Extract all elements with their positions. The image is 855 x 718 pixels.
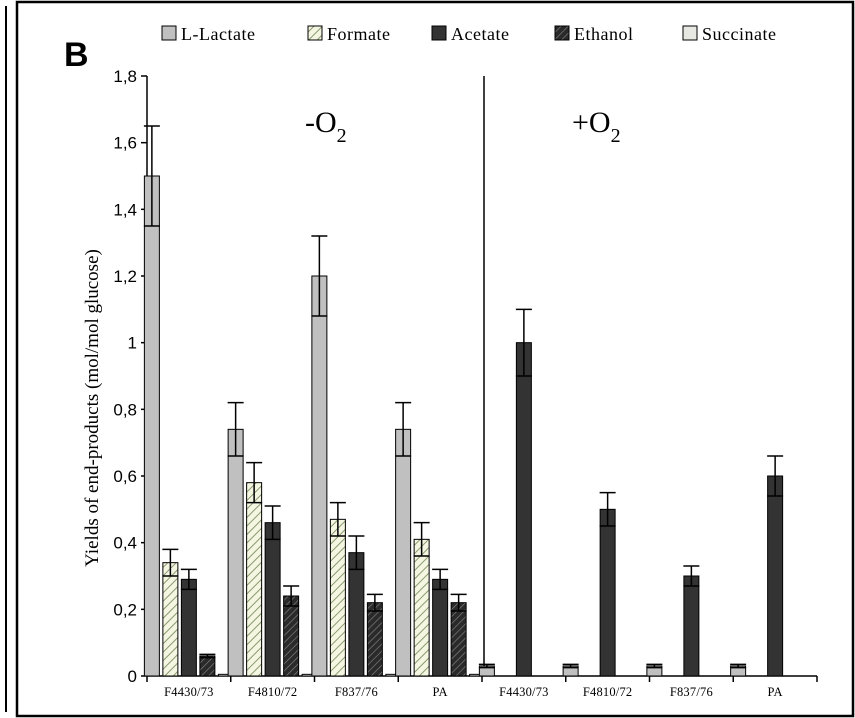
x-axis: F4430/73 F4810/72 F837/76 PA F4430/73 F4810/7… bbox=[146, 675, 818, 699]
legend-item-succinate: Succinate bbox=[682, 24, 776, 44]
x-tick-label: F4810/72 bbox=[248, 685, 298, 699]
legend-label: Succinate bbox=[702, 24, 776, 44]
bar-acetate bbox=[180, 578, 197, 677]
y-axis-label: Yields of end-products (mol/mol glucose) bbox=[82, 249, 103, 567]
legend: L-Lactate Formate Acetate Ethanol Succinate bbox=[161, 24, 776, 44]
x-tick-label: F4430/73 bbox=[164, 685, 214, 699]
y-tick-label: 0,2 bbox=[113, 600, 137, 619]
condition-label-aerobic: +O2 bbox=[572, 106, 621, 147]
legend-swatch bbox=[554, 25, 570, 41]
y-tick-label: 1 bbox=[128, 334, 137, 353]
bar-l-lactate bbox=[311, 275, 328, 677]
bar-formate bbox=[162, 562, 179, 677]
bar-acetate bbox=[599, 508, 616, 677]
bar-ethanol bbox=[199, 655, 216, 677]
bar-l-lactate bbox=[395, 428, 412, 677]
y-tick-label: 0,4 bbox=[113, 534, 137, 553]
bar-ethanol bbox=[450, 602, 467, 677]
x-tick-label: PA bbox=[433, 685, 448, 699]
bar-acetate bbox=[767, 475, 784, 677]
legend-swatch bbox=[161, 25, 177, 41]
y-tick-label: 1,4 bbox=[113, 200, 137, 219]
bar-acetate bbox=[515, 342, 532, 677]
bars bbox=[143, 125, 784, 677]
y-tick-label: 1,8 bbox=[113, 67, 137, 86]
x-tick-label: F837/76 bbox=[335, 685, 378, 699]
legend-label: Formate bbox=[327, 24, 391, 44]
bar-acetate bbox=[683, 575, 700, 677]
bar-l-lactate bbox=[143, 175, 160, 677]
bar-ethanol bbox=[366, 602, 383, 677]
bar-acetate bbox=[432, 578, 449, 677]
x-tick-label: F4430/73 bbox=[499, 685, 549, 699]
x-tick-label: F4810/72 bbox=[583, 685, 633, 699]
bar-formate bbox=[246, 482, 263, 677]
legend-swatch bbox=[431, 25, 447, 41]
bar-ethanol bbox=[283, 595, 300, 677]
legend-swatch bbox=[307, 25, 323, 41]
legend-item-ethanol: Ethanol bbox=[554, 24, 634, 44]
y-tick-label: 0,8 bbox=[113, 400, 137, 419]
legend-item-l-lactate: L-Lactate bbox=[161, 24, 255, 44]
legend-item-formate: Formate bbox=[307, 24, 391, 44]
y-tick-label: 1,2 bbox=[113, 267, 137, 286]
legend-label: Ethanol bbox=[574, 24, 634, 44]
bar-l-lactate bbox=[227, 428, 244, 677]
y-tick-label: 0 bbox=[128, 667, 137, 686]
y-tick-label: 1,6 bbox=[113, 134, 137, 153]
bar-formate bbox=[329, 518, 346, 677]
chart-frame bbox=[15, 0, 855, 718]
y-tick-label: 0,6 bbox=[113, 467, 137, 486]
y-axis: 0 0,2 0,4 0,6 0,8 1 1,2 1,4 1,6 1,8 bbox=[113, 67, 148, 686]
x-tick-label: F837/76 bbox=[670, 685, 713, 699]
legend-label: L-Lactate bbox=[181, 24, 255, 44]
panel-label: B bbox=[64, 36, 89, 74]
bar-acetate bbox=[348, 552, 365, 677]
bar-acetate bbox=[264, 522, 281, 677]
condition-label-anaerobic: -O2 bbox=[305, 106, 347, 147]
bar-formate bbox=[413, 538, 430, 677]
x-tick-label: PA bbox=[768, 685, 783, 699]
legend-item-acetate: Acetate bbox=[431, 24, 509, 44]
legend-label: Acetate bbox=[451, 24, 509, 44]
legend-swatch bbox=[682, 25, 698, 41]
